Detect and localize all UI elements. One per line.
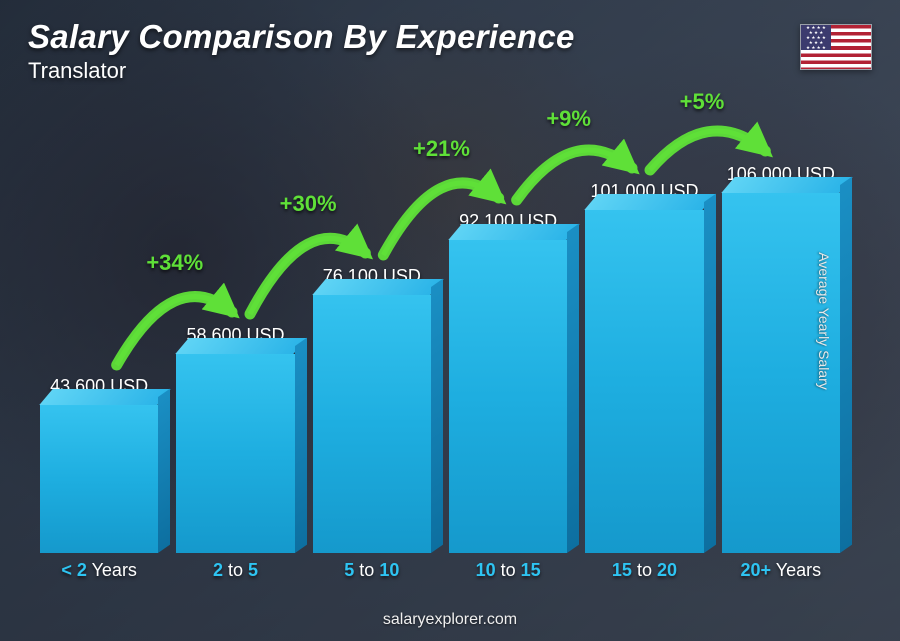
bar xyxy=(40,405,158,553)
bar xyxy=(449,240,567,553)
footer-credit: salaryexplorer.com xyxy=(0,611,900,629)
category-label: 2 to 5 xyxy=(213,560,258,581)
category-label: 10 to 15 xyxy=(476,560,541,581)
pct-increase-label: +5% xyxy=(680,89,725,115)
y-axis-label: Average Yearly Salary xyxy=(815,252,831,390)
bar-slot: 43,600 USD< 2 Years xyxy=(40,376,158,553)
chart-area: 43,600 USD< 2 Years58,600 USD2 to 576,10… xyxy=(40,110,840,581)
category-label: < 2 Years xyxy=(61,560,137,581)
bar-container: 43,600 USD< 2 Years58,600 USD2 to 576,10… xyxy=(40,133,840,553)
bar-slot: 76,100 USD5 to 10 xyxy=(313,266,431,553)
pct-increase-label: +34% xyxy=(146,250,203,276)
bar xyxy=(585,210,703,553)
pct-increase-label: +30% xyxy=(280,191,337,217)
bar-slot: 101,000 USD15 to 20 xyxy=(585,181,703,553)
category-label: 20+ Years xyxy=(741,560,822,581)
header: Salary Comparison By Experience Translat… xyxy=(28,18,872,84)
bar-slot: 58,600 USD2 to 5 xyxy=(176,325,294,553)
flag-us-icon xyxy=(800,24,872,70)
bar xyxy=(176,354,294,553)
bar-slot: 92,100 USD10 to 15 xyxy=(449,211,567,553)
category-label: 5 to 10 xyxy=(344,560,399,581)
pct-increase-label: +9% xyxy=(546,106,591,132)
category-label: 15 to 20 xyxy=(612,560,677,581)
pct-increase-label: +21% xyxy=(413,136,470,162)
page-subtitle: Translator xyxy=(28,58,575,84)
bar xyxy=(313,295,431,553)
page-title: Salary Comparison By Experience xyxy=(28,18,575,56)
title-block: Salary Comparison By Experience Translat… xyxy=(28,18,575,84)
